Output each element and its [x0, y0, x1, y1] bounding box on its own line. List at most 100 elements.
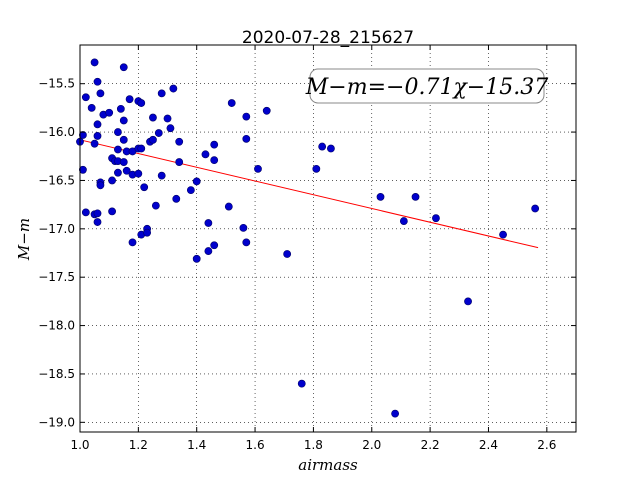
data-point — [151, 201, 160, 210]
y-tick-label: −19.0 — [38, 415, 75, 429]
data-point — [169, 84, 178, 93]
y-tick-label: −16.0 — [38, 125, 75, 139]
data-point — [312, 164, 321, 173]
data-point — [204, 247, 213, 255]
data-point — [391, 409, 400, 418]
data-point — [114, 128, 122, 136]
data-point — [93, 77, 102, 86]
data-point — [166, 124, 175, 133]
annotation-text: M−m=−0.71χ−15.37 — [305, 75, 548, 100]
data-point — [93, 132, 102, 140]
data-point — [242, 238, 251, 247]
data-point — [149, 135, 157, 144]
y-tick-label: −18.5 — [38, 367, 75, 381]
x-tick-label: 2.4 — [479, 438, 498, 452]
data-point — [137, 144, 146, 153]
data-point — [318, 142, 327, 151]
y-tick-label: −18.0 — [38, 319, 75, 333]
data-point — [531, 204, 540, 213]
data-point — [79, 165, 87, 174]
plot-area-frame — [79, 44, 577, 433]
data-point — [119, 63, 128, 72]
grid — [79, 45, 576, 432]
x-tick-label: 2.6 — [537, 438, 556, 452]
data-point — [90, 58, 99, 67]
x-tick-label: 1.6 — [246, 438, 265, 452]
data-point — [499, 230, 507, 239]
annotation-box — [309, 68, 545, 104]
data-point — [119, 135, 128, 144]
data-point — [254, 164, 262, 173]
data-point — [464, 297, 472, 306]
data-point — [210, 140, 219, 149]
data-point — [137, 99, 146, 107]
fit-line-group — [79, 139, 539, 249]
data-point — [79, 131, 87, 139]
chart-title: 2020-07-28_215627 — [242, 28, 414, 48]
axis-ticks — [79, 45, 576, 432]
x-tick-label: 1.0 — [70, 438, 89, 452]
y-tick-label: −15.5 — [38, 77, 75, 91]
fit-line — [79, 139, 539, 249]
fit-annotation: M−m=−0.71χ−15.37 — [305, 68, 548, 104]
data-point — [105, 108, 114, 117]
data-point — [227, 99, 236, 107]
data-point — [297, 379, 306, 388]
data-point — [108, 207, 116, 216]
y-axis-label: M−m — [15, 218, 33, 261]
data-point — [119, 116, 128, 125]
data-points — [76, 58, 540, 418]
data-point — [224, 202, 233, 211]
data-point — [93, 218, 102, 226]
data-point — [114, 168, 122, 177]
x-tick-label: 2.0 — [362, 438, 381, 452]
y-tick-label: −16.5 — [38, 173, 75, 187]
data-point — [143, 228, 152, 237]
data-point — [149, 113, 157, 122]
data-point — [96, 89, 105, 98]
data-point — [210, 156, 219, 165]
x-tick-label: 1.2 — [129, 438, 148, 452]
data-point — [128, 238, 137, 247]
data-point — [87, 103, 96, 112]
data-point — [125, 95, 134, 104]
data-point — [140, 183, 149, 192]
data-point — [163, 114, 172, 123]
data-point — [201, 150, 210, 159]
data-point — [399, 217, 408, 225]
data-point — [186, 186, 195, 195]
y-tick-labels: −15.5 −16.0 −16.5 −17.0 −17.5 −18.0 −18.5 −19.0 — [38, 77, 75, 430]
data-point — [122, 166, 131, 175]
data-point — [119, 158, 128, 166]
data-point — [192, 177, 201, 186]
y-tick-label: −17.5 — [38, 270, 75, 284]
data-point — [114, 145, 122, 154]
data-point — [81, 93, 90, 102]
data-point — [192, 254, 201, 263]
data-point — [242, 112, 251, 121]
data-point — [157, 171, 166, 180]
x-tick-label: 1.4 — [187, 438, 206, 452]
data-point — [239, 223, 248, 232]
x-tick-labels: 1.0 1.2 1.4 1.6 1.8 2.0 2.2 2.4 2.6 — [70, 438, 556, 452]
x-tick-label: 1.8 — [304, 438, 323, 452]
data-point — [376, 192, 385, 201]
data-point — [175, 158, 184, 166]
y-tick-label: −17.0 — [38, 222, 75, 236]
data-point — [93, 120, 102, 129]
data-point — [90, 139, 99, 148]
data-point — [432, 214, 440, 223]
data-point — [204, 219, 213, 227]
data-point — [411, 192, 420, 201]
data-point — [81, 208, 90, 217]
data-point — [93, 209, 102, 218]
data-point — [210, 241, 219, 250]
x-axis-label: airmass — [298, 456, 358, 474]
data-point — [283, 250, 292, 258]
data-point — [172, 194, 181, 203]
data-point — [96, 181, 105, 190]
data-point — [242, 134, 251, 143]
data-point — [108, 176, 116, 185]
data-point — [116, 104, 125, 113]
